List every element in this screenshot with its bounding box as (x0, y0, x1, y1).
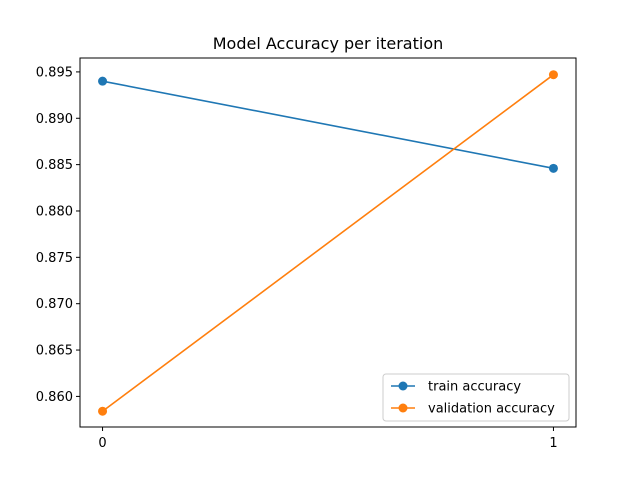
legend-swatch-marker (398, 403, 408, 413)
y-tick-label: 0.875 (36, 251, 73, 266)
data-point (548, 163, 558, 173)
plot-area: 0.860 0.865 0.870 0.875 0.880 0.885 0.890 0.895… (36, 57, 577, 451)
chart-title: Model Accuracy per iteration (213, 34, 444, 53)
y-tick-label: 0.860 (36, 390, 73, 405)
legend-label: train accuracy (428, 380, 521, 395)
y-tick-label: 0.865 (36, 344, 73, 359)
y-tick-label: 0.885 (36, 158, 73, 173)
legend-swatch-marker (398, 381, 408, 391)
y-tick-label: 0.880 (36, 204, 73, 219)
series-line-1 (102, 74, 554, 412)
legend: train accuracy validation accuracy (382, 373, 570, 422)
y-tick-label: 0.890 (36, 112, 73, 127)
y-tick-label: 0.895 (36, 65, 73, 80)
legend-box (382, 373, 570, 422)
x-tick-label: 0 (98, 436, 106, 451)
data-point (98, 76, 108, 86)
series-layer (98, 70, 558, 416)
y-axis: 0.860 0.865 0.870 0.875 0.880 0.885 0.890 0.895 (36, 65, 80, 405)
axes-frame (79, 57, 577, 428)
y-tick-label: 0.870 (36, 297, 73, 312)
data-point (98, 406, 108, 416)
legend-label: validation accuracy (428, 402, 555, 417)
data-point (548, 70, 558, 80)
series-line-0 (102, 80, 554, 170)
x-tick-label: 1 (549, 436, 557, 451)
